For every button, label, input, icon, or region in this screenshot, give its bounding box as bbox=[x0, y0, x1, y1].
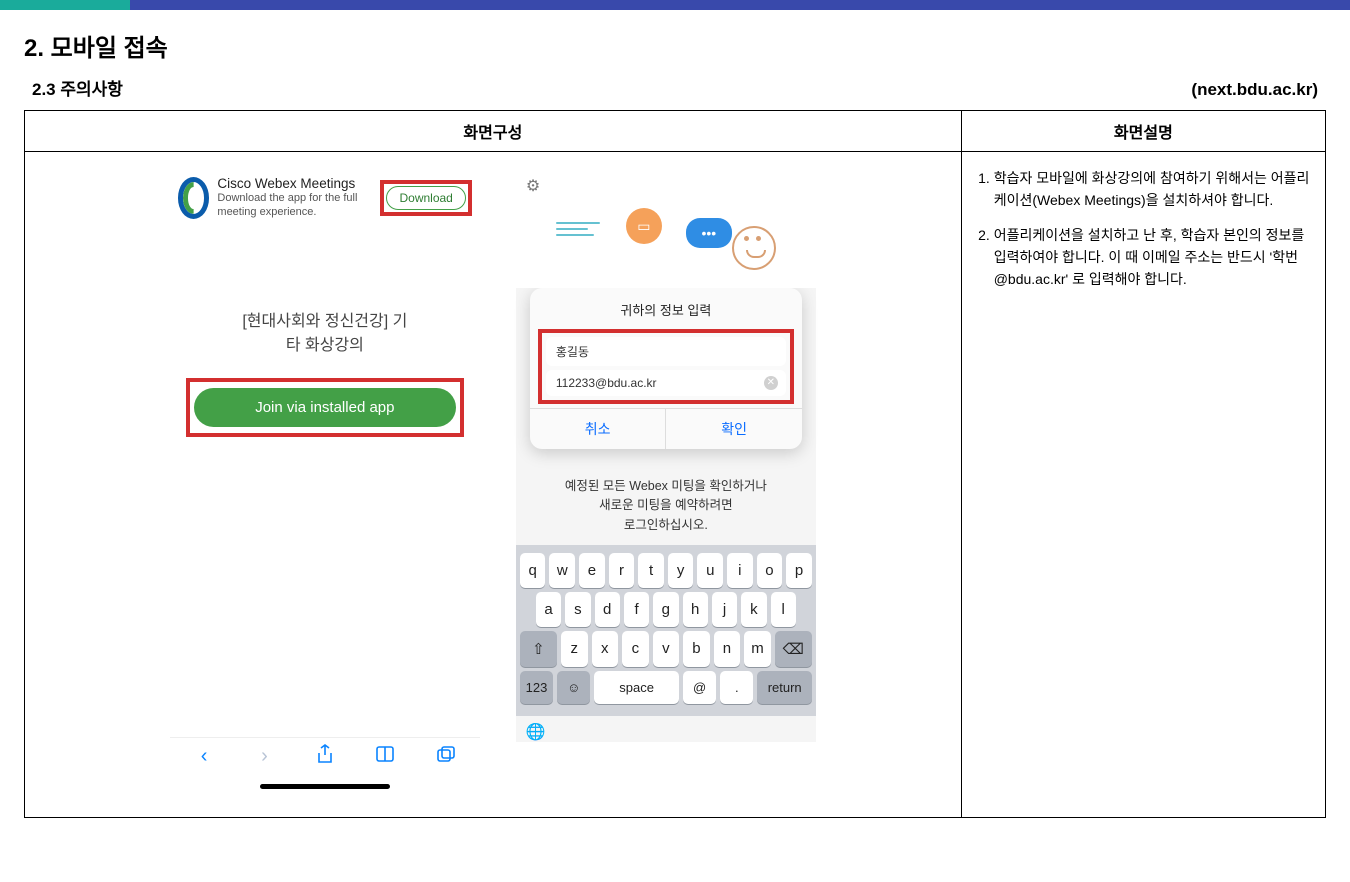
key-y[interactable]: y bbox=[668, 553, 694, 588]
keyboard-row-4: 123 ☺ space @ . return bbox=[520, 671, 812, 704]
key-l[interactable]: l bbox=[771, 592, 796, 627]
key-b[interactable]: b bbox=[683, 631, 710, 667]
site-label: (next.bdu.ac.kr) bbox=[1191, 80, 1318, 100]
description-item: 학습자 모바일에 화상강의에 참여하기 위해서는 어플리케이션(Webex Me… bbox=[994, 168, 1315, 211]
key-v[interactable]: v bbox=[653, 631, 680, 667]
key-p[interactable]: p bbox=[786, 553, 812, 588]
key-f[interactable]: f bbox=[624, 592, 649, 627]
key-i[interactable]: i bbox=[727, 553, 753, 588]
key-u[interactable]: u bbox=[697, 553, 723, 588]
safari-nav-bar: ‹ › bbox=[170, 737, 480, 776]
bubble-blue-icon: ••• bbox=[686, 218, 732, 248]
key-s[interactable]: s bbox=[565, 592, 590, 627]
key-e[interactable]: e bbox=[579, 553, 605, 588]
input-highlight: 홍길동 112233@bdu.ac.kr ✕ bbox=[538, 329, 794, 404]
keyboard-row-2: asdfghjkl bbox=[520, 592, 812, 627]
description-item: 어플리케이션을 설치하고 난 후, 학습자 본인의 정보를 입력하여야 합니다.… bbox=[994, 225, 1315, 290]
person-icon bbox=[732, 226, 776, 270]
name-input[interactable]: 홍길동 bbox=[546, 337, 786, 366]
space-key[interactable]: space bbox=[594, 671, 679, 704]
ok-button[interactable]: 확인 bbox=[666, 409, 802, 449]
return-key[interactable]: return bbox=[757, 671, 811, 704]
key-x[interactable]: x bbox=[592, 631, 619, 667]
at-key[interactable]: @ bbox=[683, 671, 716, 704]
description-cell: 학습자 모바일에 화상강의에 참여하기 위해서는 어플리케이션(Webex Me… bbox=[961, 152, 1325, 818]
download-button[interactable]: Download bbox=[386, 186, 465, 210]
123-key[interactable]: 123 bbox=[520, 671, 553, 704]
join-highlight: Join via installed app bbox=[186, 378, 464, 437]
key-m[interactable]: m bbox=[744, 631, 771, 667]
bubble-orange-icon: ▭ bbox=[626, 208, 662, 244]
key-h[interactable]: h bbox=[683, 592, 708, 627]
description-list: 학습자 모바일에 화상강의에 참여하기 위해서는 어플리케이션(Webex Me… bbox=[972, 168, 1315, 290]
webex-logo-icon bbox=[178, 177, 210, 219]
nav-share-icon[interactable] bbox=[295, 744, 355, 770]
key-n[interactable]: n bbox=[714, 631, 741, 667]
nav-forward-icon[interactable]: › bbox=[234, 745, 294, 768]
home-indicator bbox=[260, 784, 390, 789]
key-c[interactable]: c bbox=[622, 631, 649, 667]
key-t[interactable]: t bbox=[638, 553, 664, 588]
key-a[interactable]: a bbox=[536, 592, 561, 627]
gear-icon[interactable]: ⚙ bbox=[526, 176, 540, 196]
section-title: 2.3 주의사항 bbox=[32, 75, 123, 100]
email-input[interactable]: 112233@bdu.ac.kr ✕ bbox=[546, 370, 786, 396]
col-header-screen: 화면구성 bbox=[25, 111, 962, 152]
clear-icon[interactable]: ✕ bbox=[764, 376, 778, 390]
phone-screenshot-webex-join: Cisco Webex Meetings Download the app fo… bbox=[170, 168, 480, 789]
key-g[interactable]: g bbox=[653, 592, 678, 627]
illustration: ▭ ••• bbox=[556, 188, 776, 278]
login-message: 예정된 모든 Webex 미팅을 확인하거나새로운 미팅을 예약하려면로그인하십… bbox=[516, 477, 816, 535]
key-d[interactable]: d bbox=[595, 592, 620, 627]
download-highlight: Download bbox=[380, 180, 471, 216]
emoji-key[interactable]: ☺ bbox=[557, 671, 590, 704]
key-z[interactable]: z bbox=[561, 631, 588, 667]
key-k[interactable]: k bbox=[741, 592, 766, 627]
col-header-desc: 화면설명 bbox=[961, 111, 1325, 152]
nav-tabs-icon[interactable] bbox=[415, 745, 475, 769]
dialog-title: 귀하의 정보 입력 bbox=[530, 288, 802, 329]
info-dialog: 귀하의 정보 입력 홍길동 112233@bdu.ac.kr ✕ bbox=[530, 288, 802, 449]
app-subtitle: Download the app for the full meeting ex… bbox=[217, 191, 380, 220]
dot-key[interactable]: . bbox=[720, 671, 753, 704]
layout-table: 화면구성 화면설명 Cisco Webex Meetings Downlo bbox=[24, 110, 1326, 818]
app-name: Cisco Webex Meetings bbox=[217, 176, 380, 191]
top-accent-bar bbox=[0, 0, 1350, 10]
phone-screenshot-info-input: ⚙ ▭ ••• 귀하의 정보 입력 bbox=[516, 168, 816, 742]
nav-back-icon[interactable]: ‹ bbox=[174, 745, 234, 768]
key-q[interactable]: q bbox=[520, 553, 546, 588]
page-title: 2. 모바일 접속 bbox=[24, 28, 1326, 63]
key-w[interactable]: w bbox=[549, 553, 575, 588]
cancel-button[interactable]: 취소 bbox=[530, 409, 667, 449]
keyboard-row-3: ⇧ zxcvbnm ⌫ bbox=[520, 631, 812, 667]
course-title: [현대사회와 정신건강] 기 타 화상강의 bbox=[170, 310, 480, 358]
key-r[interactable]: r bbox=[609, 553, 635, 588]
nav-bookmarks-icon[interactable] bbox=[355, 745, 415, 769]
globe-icon[interactable]: 🌐 bbox=[516, 716, 816, 742]
key-j[interactable]: j bbox=[712, 592, 737, 627]
keyboard: qwertyuiop asdfghjkl ⇧ zxcvbnm ⌫ 123 ☺ bbox=[516, 545, 816, 716]
join-via-app-button[interactable]: Join via installed app bbox=[194, 388, 456, 427]
keyboard-row-1: qwertyuiop bbox=[520, 553, 812, 588]
backspace-key[interactable]: ⌫ bbox=[775, 631, 812, 667]
shift-key[interactable]: ⇧ bbox=[520, 631, 557, 667]
key-o[interactable]: o bbox=[757, 553, 783, 588]
